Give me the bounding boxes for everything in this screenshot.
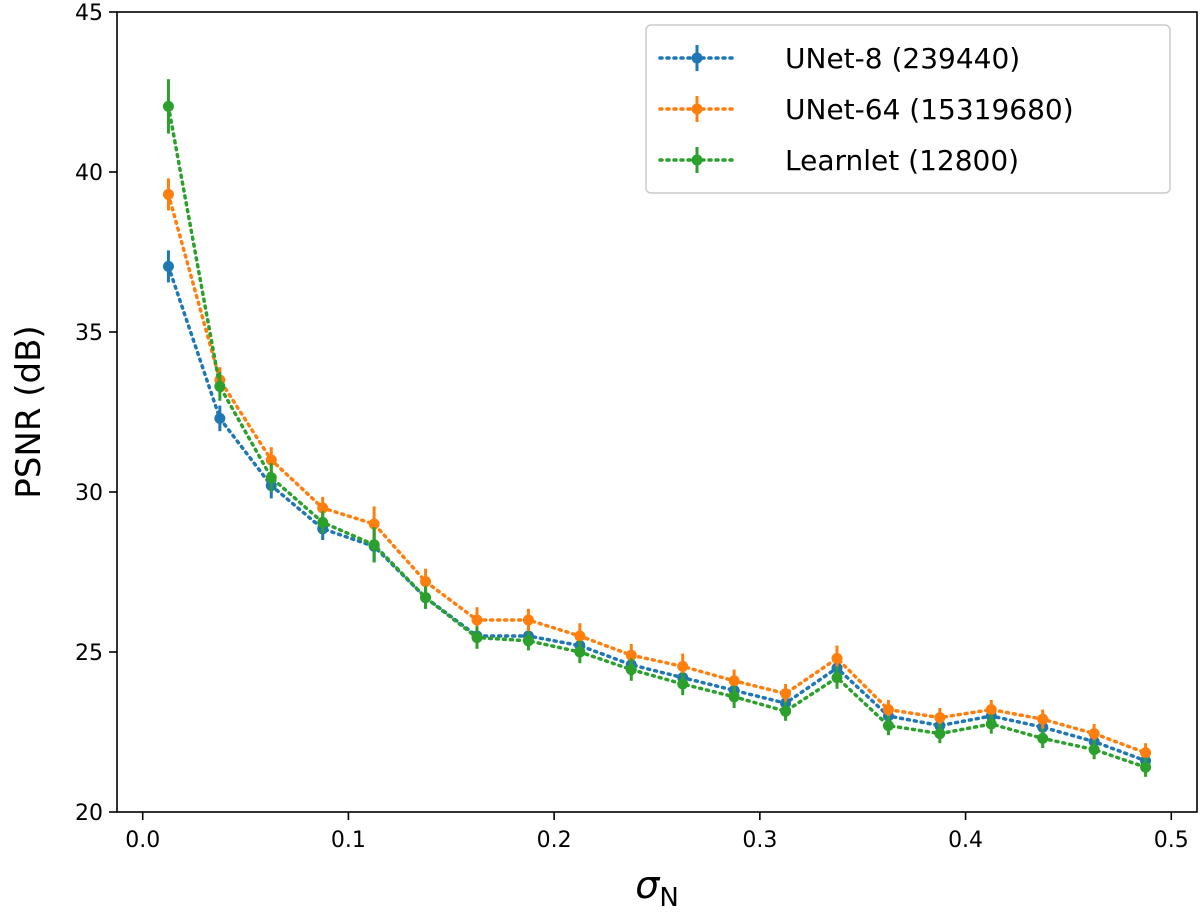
data-point xyxy=(677,678,689,690)
data-point xyxy=(420,576,432,588)
data-point xyxy=(985,718,997,730)
data-point xyxy=(162,188,174,200)
x-tick-label: 0.0 xyxy=(125,828,160,853)
ticks-layer: 0.0 0.1 0.2 0.3 0.4 0.5 20 25 30 35 40 45 xyxy=(75,1,1189,853)
legend-label: UNet-64 (15319680) xyxy=(785,93,1074,126)
x-tick-label: 0.1 xyxy=(331,828,366,853)
data-point xyxy=(317,502,329,514)
x-tick-label: 0.3 xyxy=(742,828,777,853)
legend-label: UNet-8 (239440) xyxy=(785,42,1020,75)
data-point xyxy=(265,454,277,466)
y-tick-label: 30 xyxy=(75,481,103,506)
data-point xyxy=(522,614,534,626)
data-point xyxy=(780,705,792,717)
data-point xyxy=(574,646,586,658)
data-point xyxy=(162,260,174,272)
series-line-learnlet xyxy=(166,104,1148,769)
data-point xyxy=(1088,744,1100,756)
data-point xyxy=(317,516,329,528)
legend-marker xyxy=(691,52,703,64)
data-point xyxy=(368,518,380,530)
y-axis-label: PSNR (dB) xyxy=(9,325,49,498)
legend-box xyxy=(645,24,1171,194)
x-axis-label-subscript: N xyxy=(659,883,678,912)
x-tick-label: 0.5 xyxy=(1154,828,1189,853)
legend-marker xyxy=(691,103,703,115)
data-point xyxy=(162,100,174,112)
data-point xyxy=(934,728,946,740)
data-point xyxy=(471,632,483,644)
series-layer xyxy=(162,79,1152,777)
data-point xyxy=(1140,761,1152,773)
data-point xyxy=(728,691,740,703)
legend-label: Learnlet (12800) xyxy=(785,144,1019,177)
x-tick-label: 0.2 xyxy=(537,828,572,853)
y-tick-label: 20 xyxy=(75,801,103,826)
data-point xyxy=(471,614,483,626)
legend-marker xyxy=(691,154,703,166)
data-point xyxy=(1140,747,1152,759)
data-point xyxy=(625,649,637,661)
data-point xyxy=(831,652,843,664)
plot-frame xyxy=(116,11,1198,813)
x-axis-label: σN xyxy=(635,863,679,912)
data-point xyxy=(1088,728,1100,740)
legend-entry-unet-64: UNet-64 (15319680) xyxy=(658,93,1074,126)
data-point xyxy=(522,635,534,647)
x-tick-label: 0.4 xyxy=(948,828,983,853)
data-point xyxy=(420,592,432,604)
data-point xyxy=(368,539,380,551)
series-line-unet-64 xyxy=(166,192,1148,755)
data-point xyxy=(882,704,894,716)
data-point xyxy=(1037,713,1049,725)
data-point xyxy=(728,675,740,687)
data-point xyxy=(214,380,226,392)
data-point xyxy=(677,660,689,672)
data-point xyxy=(574,630,586,642)
data-point xyxy=(934,712,946,724)
data-point xyxy=(831,672,843,684)
series-learnlet xyxy=(162,79,1152,777)
legend-entry-learnlet: Learnlet (12800) xyxy=(658,144,1019,177)
data-point xyxy=(625,664,637,676)
data-point xyxy=(882,720,894,732)
y-tick-label: 40 xyxy=(75,161,103,186)
data-point xyxy=(265,472,277,484)
series-line-unet-8 xyxy=(166,264,1148,763)
y-tick-label: 25 xyxy=(75,641,103,666)
data-point xyxy=(985,704,997,716)
data-point xyxy=(780,688,792,700)
data-point xyxy=(214,412,226,424)
y-tick-label: 35 xyxy=(75,321,103,346)
legend-entry-unet-8: UNet-8 (239440) xyxy=(658,42,1020,75)
data-point xyxy=(1037,732,1049,744)
legend: UNet-8 (239440) UNet-64 (15319680) Learnle… xyxy=(645,24,1171,194)
y-tick-label: 45 xyxy=(75,1,103,26)
x-axis-label-symbol: σ xyxy=(635,863,661,907)
